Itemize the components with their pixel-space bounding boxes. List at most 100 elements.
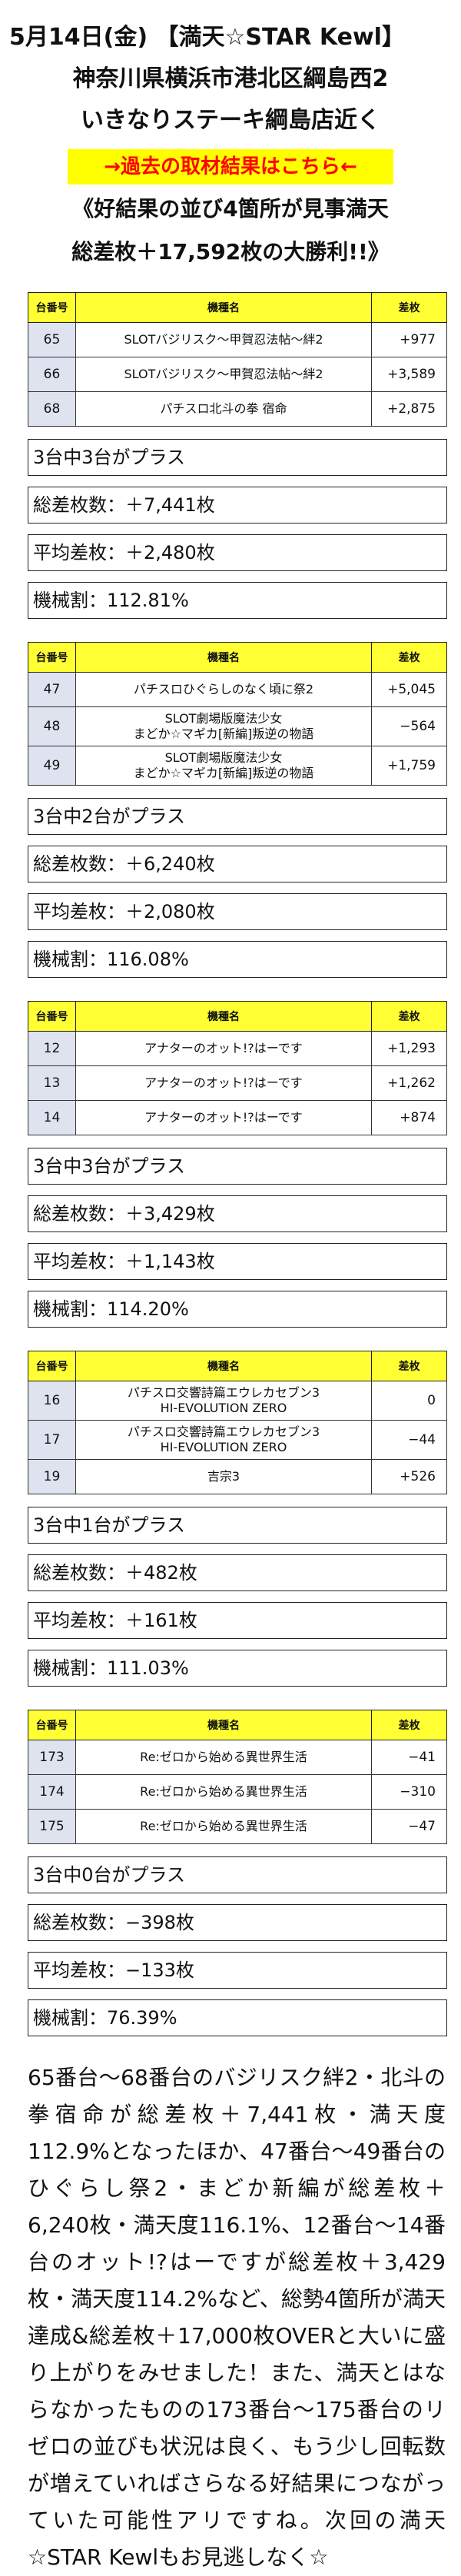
machine-name-line: SLOT劇場版魔法少女 [164, 750, 283, 765]
machine-results-table: 台番号 機種名 差枚 65 SLOTバジリスク〜甲賀忍法帖〜絆2 +977 66 SLOTバジ… [28, 292, 447, 427]
table-row: 68 パチスロ北斗の拳 宿命 +2,875 [28, 391, 447, 427]
total-diff-box: 総差枚数：＋3,429枚 [28, 1195, 447, 1232]
summary-text: 65番台〜68番台のバジリスク絆2・北斗の拳宿命が総差枚＋7,441枚・満天度1… [28, 2065, 446, 2570]
header-machine-name: 機種名 [75, 642, 372, 673]
average-diff-box: 平均差枚：＋2,480枚 [28, 534, 447, 571]
machine-number: 65 [28, 322, 76, 357]
header-machine-name: 機種名 [75, 1351, 372, 1381]
machine-number: 13 [28, 1065, 76, 1101]
machine-name-line: SLOT劇場版魔法少女 [164, 711, 283, 726]
table-header-row: 台番号 機種名 差枚 [28, 1710, 447, 1740]
result-group: 台番号 機種名 差枚 65 SLOTバジリスク〜甲賀忍法帖〜絆2 +977 66 SLOTバジ… [0, 292, 461, 619]
result-group: 台番号 機種名 差枚 12 アナターのオット!?はーです +1,293 13 アナターのオット… [0, 1001, 461, 1328]
past-results-link[interactable]: →過去の取材結果はこちら← [68, 149, 393, 184]
average-diff-box: 平均差枚：＋2,080枚 [28, 893, 447, 930]
header-machine-number: 台番号 [28, 1351, 76, 1381]
machine-diff: +874 [371, 1100, 447, 1135]
header-machine-number: 台番号 [28, 642, 76, 673]
machine-name: パチスロ交響詩篇エウレカセブン3 HI-EVOLUTION ZERO [75, 1381, 372, 1421]
total-diff-box: 総差枚数：＋482枚 [28, 1554, 447, 1591]
machine-name-line: アナターのオット!?はーです [144, 1110, 303, 1125]
machine-name-line: HI-EVOLUTION ZERO [160, 1440, 287, 1454]
machine-diff: +2,875 [371, 391, 447, 427]
results-groups: 台番号 機種名 差枚 65 SLOTバジリスク〜甲賀忍法帖〜絆2 +977 66 SLOTバジ… [0, 292, 461, 2036]
header-machine-name: 機種名 [75, 1001, 372, 1032]
average-diff-box: 平均差枚：−133枚 [28, 1952, 447, 1989]
header-machine-number: 台番号 [28, 1001, 76, 1032]
machine-results-table: 台番号 機種名 差枚 12 アナターのオット!?はーです +1,293 13 アナターのオット… [28, 1001, 447, 1135]
machine-name: パチスロ北斗の拳 宿命 [75, 391, 372, 427]
machine-name: 吉宗3 [75, 1459, 372, 1494]
machine-name-line: SLOTバジリスク〜甲賀忍法帖〜絆2 [124, 332, 323, 347]
machine-name-line: パチスロ北斗の拳 宿命 [160, 401, 287, 416]
machine-name-line: アナターのオット!?はーです [144, 1041, 303, 1055]
machine-diff: −310 [371, 1774, 447, 1810]
machine-results-table: 台番号 機種名 差枚 173 Re:ゼロから始める異世界生活 −41 174 Re:ゼロから始… [28, 1710, 447, 1844]
result-group: 台番号 機種名 差枚 16 パチスロ交響詩篇エウレカセブン3 HI-EVOLUTION Z… [0, 1351, 461, 1687]
table-header-row: 台番号 機種名 差枚 [28, 642, 447, 673]
result-group: 台番号 機種名 差枚 47 パチスロひぐらしのなく頃に祭2 +5,045 48 SLOT劇場版… [0, 642, 461, 978]
machine-name: SLOTバジリスク〜甲賀忍法帖〜絆2 [75, 357, 372, 392]
header-diff: 差枚 [371, 642, 447, 673]
total-diff-box: 総差枚数：−398枚 [28, 1904, 447, 1941]
machine-number: 47 [28, 672, 76, 707]
table-row: 48 SLOT劇場版魔法少女 まどか☆マギカ[新編]叛逆の物語 −564 [28, 706, 447, 746]
header-machine-name: 機種名 [75, 1710, 372, 1740]
machine-number: 12 [28, 1031, 76, 1066]
machine-diff: +5,045 [371, 672, 447, 707]
payout-rate-box: 機械割：114.20% [28, 1291, 447, 1328]
table-header-row: 台番号 機種名 差枚 [28, 1351, 447, 1381]
table-row: 13 アナターのオット!?はーです +1,262 [28, 1065, 447, 1101]
machine-diff: 0 [371, 1381, 447, 1421]
header-diff: 差枚 [371, 1001, 447, 1032]
payout-rate-box: 機械割：112.81% [28, 582, 447, 619]
table-row: 66 SLOTバジリスク〜甲賀忍法帖〜絆2 +3,589 [28, 357, 447, 392]
store-address: 神奈川県横浜市港北区綱島西2 [72, 65, 389, 92]
average-diff-box: 平均差枚：＋1,143枚 [28, 1243, 447, 1280]
machine-name-line: パチスロ交響詩篇エウレカセブン3 [127, 1424, 320, 1439]
result-headline-1: 《好結果の並び4箇所が見事満天 [72, 196, 389, 221]
machine-name: アナターのオット!?はーです [75, 1031, 372, 1066]
machine-name: SLOTバジリスク〜甲賀忍法帖〜絆2 [75, 322, 372, 357]
table-header-row: 台番号 機種名 差枚 [28, 1001, 447, 1032]
machine-diff: +977 [371, 322, 447, 357]
header-diff: 差枚 [371, 1351, 447, 1381]
event-date-title: 5月14日(金) 【満天☆STAR Kewl】 [9, 24, 405, 51]
table-row: 19 吉宗3 +526 [28, 1459, 447, 1494]
table-row: 14 アナターのオット!?はーです +874 [28, 1100, 447, 1135]
machine-results-table: 台番号 機種名 差枚 16 パチスロ交響詩篇エウレカセブン3 HI-EVOLUTION Z… [28, 1351, 447, 1494]
machine-name-line: SLOTバジリスク〜甲賀忍法帖〜絆2 [124, 367, 323, 381]
machine-number: 173 [28, 1740, 76, 1775]
machine-number: 19 [28, 1459, 76, 1494]
plus-count-box: 3台中0台がプラス [28, 1856, 447, 1893]
machine-diff: +3,589 [371, 357, 447, 392]
machine-name-line: パチスロ交響詩篇エウレカセブン3 [127, 1385, 320, 1400]
table-row: 175 Re:ゼロから始める異世界生活 −47 [28, 1809, 447, 1844]
plus-count-box: 3台中1台がプラス [28, 1507, 447, 1544]
machine-number: 68 [28, 391, 76, 427]
machine-name: パチスロ交響詩篇エウレカセブン3 HI-EVOLUTION ZERO [75, 1420, 372, 1460]
machine-name: Re:ゼロから始める異世界生活 [75, 1809, 372, 1844]
machine-number: 66 [28, 357, 76, 392]
table-row: 173 Re:ゼロから始める異世界生活 −41 [28, 1740, 447, 1775]
machine-number: 49 [28, 746, 76, 786]
machine-diff: +1,262 [371, 1065, 447, 1101]
payout-rate-box: 機械割：116.08% [28, 941, 447, 978]
machine-name-line: Re:ゼロから始める異世界生活 [140, 1819, 307, 1833]
machine-name-line: Re:ゼロから始める異世界生活 [140, 1784, 307, 1799]
machine-number: 48 [28, 706, 76, 746]
machine-name-line: Re:ゼロから始める異世界生活 [140, 1750, 307, 1764]
table-row: 12 アナターのオット!?はーです +1,293 [28, 1031, 447, 1066]
machine-diff: −44 [371, 1420, 447, 1460]
header-machine-number: 台番号 [28, 292, 76, 323]
plus-count-box: 3台中2台がプラス [28, 798, 447, 835]
total-diff-box: 総差枚数：＋6,240枚 [28, 846, 447, 882]
machine-results-table: 台番号 機種名 差枚 47 パチスロひぐらしのなく頃に祭2 +5,045 48 SLOT劇場版… [28, 642, 447, 786]
table-row: 47 パチスロひぐらしのなく頃に祭2 +5,045 [28, 672, 447, 707]
table-row: 17 パチスロ交響詩篇エウレカセブン3 HI-EVOLUTION ZERO −44 [28, 1420, 447, 1460]
result-group: 台番号 機種名 差枚 173 Re:ゼロから始める異世界生活 −41 174 Re:ゼロから始… [0, 1710, 461, 2036]
table-row: 49 SLOT劇場版魔法少女 まどか☆マギカ[新編]叛逆の物語 +1,759 [28, 746, 447, 786]
plus-count-box: 3台中3台がプラス [28, 1148, 447, 1185]
machine-number: 174 [28, 1774, 76, 1810]
